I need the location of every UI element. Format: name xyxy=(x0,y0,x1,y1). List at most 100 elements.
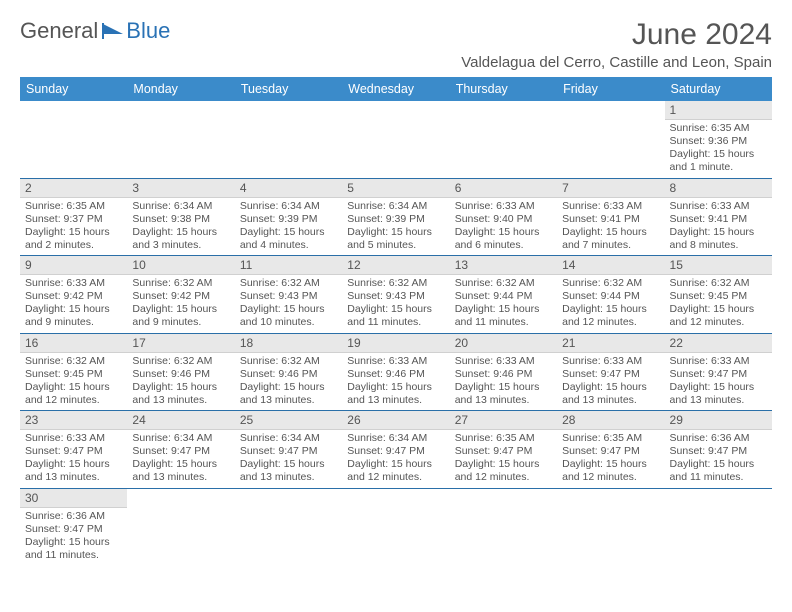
day-number: 16 xyxy=(20,334,127,353)
calendar-cell: 13Sunrise: 6:32 AMSunset: 9:44 PMDayligh… xyxy=(450,256,557,334)
day-number: 6 xyxy=(450,179,557,198)
day-info: Sunrise: 6:32 AMSunset: 9:42 PMDaylight:… xyxy=(127,275,234,333)
calendar-cell-empty xyxy=(127,488,234,565)
month-title: June 2024 xyxy=(461,18,772,52)
day-number: 4 xyxy=(235,179,342,198)
calendar-cell: 1Sunrise: 6:35 AMSunset: 9:36 PMDaylight… xyxy=(665,101,772,178)
day-info: Sunrise: 6:33 AMSunset: 9:47 PMDaylight:… xyxy=(557,353,664,411)
calendar-cell-empty xyxy=(342,488,449,565)
day-info: Sunrise: 6:35 AMSunset: 9:47 PMDaylight:… xyxy=(557,430,664,488)
day-info: Sunrise: 6:33 AMSunset: 9:40 PMDaylight:… xyxy=(450,198,557,256)
calendar-row: 30Sunrise: 6:36 AMSunset: 9:47 PMDayligh… xyxy=(20,488,772,565)
calendar-cell-empty xyxy=(557,101,664,178)
calendar-cell: 26Sunrise: 6:34 AMSunset: 9:47 PMDayligh… xyxy=(342,411,449,489)
calendar-cell: 4Sunrise: 6:34 AMSunset: 9:39 PMDaylight… xyxy=(235,178,342,256)
calendar-cell: 29Sunrise: 6:36 AMSunset: 9:47 PMDayligh… xyxy=(665,411,772,489)
day-number: 10 xyxy=(127,256,234,275)
calendar-cell-empty xyxy=(20,101,127,178)
day-number: 12 xyxy=(342,256,449,275)
logo-text-blue: Blue xyxy=(126,18,170,44)
calendar-cell: 3Sunrise: 6:34 AMSunset: 9:38 PMDaylight… xyxy=(127,178,234,256)
calendar-cell: 16Sunrise: 6:32 AMSunset: 9:45 PMDayligh… xyxy=(20,333,127,411)
day-info: Sunrise: 6:32 AMSunset: 9:45 PMDaylight:… xyxy=(665,275,772,333)
calendar-cell: 20Sunrise: 6:33 AMSunset: 9:46 PMDayligh… xyxy=(450,333,557,411)
calendar-cell: 25Sunrise: 6:34 AMSunset: 9:47 PMDayligh… xyxy=(235,411,342,489)
calendar-cell: 23Sunrise: 6:33 AMSunset: 9:47 PMDayligh… xyxy=(20,411,127,489)
day-number: 14 xyxy=(557,256,664,275)
calendar-cell: 18Sunrise: 6:32 AMSunset: 9:46 PMDayligh… xyxy=(235,333,342,411)
day-info: Sunrise: 6:34 AMSunset: 9:47 PMDaylight:… xyxy=(127,430,234,488)
calendar-cell: 12Sunrise: 6:32 AMSunset: 9:43 PMDayligh… xyxy=(342,256,449,334)
calendar-row: 2Sunrise: 6:35 AMSunset: 9:37 PMDaylight… xyxy=(20,178,772,256)
calendar-cell: 5Sunrise: 6:34 AMSunset: 9:39 PMDaylight… xyxy=(342,178,449,256)
day-info: Sunrise: 6:33 AMSunset: 9:46 PMDaylight:… xyxy=(342,353,449,411)
day-info: Sunrise: 6:34 AMSunset: 9:38 PMDaylight:… xyxy=(127,198,234,256)
day-info: Sunrise: 6:33 AMSunset: 9:41 PMDaylight:… xyxy=(665,198,772,256)
day-info: Sunrise: 6:32 AMSunset: 9:44 PMDaylight:… xyxy=(557,275,664,333)
weekday-header: Wednesday xyxy=(342,77,449,101)
day-info: Sunrise: 6:35 AMSunset: 9:36 PMDaylight:… xyxy=(665,120,772,178)
day-info: Sunrise: 6:34 AMSunset: 9:39 PMDaylight:… xyxy=(342,198,449,256)
day-number: 19 xyxy=(342,334,449,353)
day-number: 13 xyxy=(450,256,557,275)
calendar-cell-empty xyxy=(127,101,234,178)
day-number: 30 xyxy=(20,489,127,508)
day-info: Sunrise: 6:33 AMSunset: 9:47 PMDaylight:… xyxy=(665,353,772,411)
day-info: Sunrise: 6:32 AMSunset: 9:46 PMDaylight:… xyxy=(127,353,234,411)
calendar-cell-empty xyxy=(450,101,557,178)
calendar-row: 9Sunrise: 6:33 AMSunset: 9:42 PMDaylight… xyxy=(20,256,772,334)
day-number: 26 xyxy=(342,411,449,430)
day-info: Sunrise: 6:34 AMSunset: 9:39 PMDaylight:… xyxy=(235,198,342,256)
calendar-cell: 28Sunrise: 6:35 AMSunset: 9:47 PMDayligh… xyxy=(557,411,664,489)
calendar-cell: 21Sunrise: 6:33 AMSunset: 9:47 PMDayligh… xyxy=(557,333,664,411)
logo-text-general: General xyxy=(20,18,98,44)
calendar-row: 1Sunrise: 6:35 AMSunset: 9:36 PMDaylight… xyxy=(20,101,772,178)
day-info: Sunrise: 6:35 AMSunset: 9:37 PMDaylight:… xyxy=(20,198,127,256)
calendar-cell-empty xyxy=(665,488,772,565)
calendar-cell: 24Sunrise: 6:34 AMSunset: 9:47 PMDayligh… xyxy=(127,411,234,489)
day-number: 20 xyxy=(450,334,557,353)
day-number: 21 xyxy=(557,334,664,353)
logo-flag-icon xyxy=(101,22,125,40)
calendar-cell: 10Sunrise: 6:32 AMSunset: 9:42 PMDayligh… xyxy=(127,256,234,334)
day-info: Sunrise: 6:33 AMSunset: 9:41 PMDaylight:… xyxy=(557,198,664,256)
calendar-cell: 9Sunrise: 6:33 AMSunset: 9:42 PMDaylight… xyxy=(20,256,127,334)
day-info: Sunrise: 6:33 AMSunset: 9:42 PMDaylight:… xyxy=(20,275,127,333)
weekday-header: Tuesday xyxy=(235,77,342,101)
day-info: Sunrise: 6:32 AMSunset: 9:44 PMDaylight:… xyxy=(450,275,557,333)
calendar-cell: 17Sunrise: 6:32 AMSunset: 9:46 PMDayligh… xyxy=(127,333,234,411)
day-info: Sunrise: 6:34 AMSunset: 9:47 PMDaylight:… xyxy=(235,430,342,488)
day-info: Sunrise: 6:32 AMSunset: 9:43 PMDaylight:… xyxy=(342,275,449,333)
calendar-cell: 11Sunrise: 6:32 AMSunset: 9:43 PMDayligh… xyxy=(235,256,342,334)
calendar-head: SundayMondayTuesdayWednesdayThursdayFrid… xyxy=(20,77,772,101)
day-number: 24 xyxy=(127,411,234,430)
day-number: 17 xyxy=(127,334,234,353)
day-number: 2 xyxy=(20,179,127,198)
calendar-cell: 6Sunrise: 6:33 AMSunset: 9:40 PMDaylight… xyxy=(450,178,557,256)
day-number: 27 xyxy=(450,411,557,430)
calendar-cell-empty xyxy=(450,488,557,565)
calendar-cell-empty xyxy=(557,488,664,565)
day-number: 18 xyxy=(235,334,342,353)
calendar-cell: 8Sunrise: 6:33 AMSunset: 9:41 PMDaylight… xyxy=(665,178,772,256)
day-number: 8 xyxy=(665,179,772,198)
calendar-cell: 27Sunrise: 6:35 AMSunset: 9:47 PMDayligh… xyxy=(450,411,557,489)
calendar-cell: 14Sunrise: 6:32 AMSunset: 9:44 PMDayligh… xyxy=(557,256,664,334)
day-info: Sunrise: 6:36 AMSunset: 9:47 PMDaylight:… xyxy=(20,508,127,566)
day-info: Sunrise: 6:32 AMSunset: 9:45 PMDaylight:… xyxy=(20,353,127,411)
day-info: Sunrise: 6:32 AMSunset: 9:43 PMDaylight:… xyxy=(235,275,342,333)
calendar-cell: 19Sunrise: 6:33 AMSunset: 9:46 PMDayligh… xyxy=(342,333,449,411)
calendar-cell-empty xyxy=(342,101,449,178)
day-number: 15 xyxy=(665,256,772,275)
day-number: 22 xyxy=(665,334,772,353)
day-info: Sunrise: 6:34 AMSunset: 9:47 PMDaylight:… xyxy=(342,430,449,488)
calendar-row: 23Sunrise: 6:33 AMSunset: 9:47 PMDayligh… xyxy=(20,411,772,489)
location: Valdelagua del Cerro, Castille and Leon,… xyxy=(461,54,772,71)
weekday-header: Thursday xyxy=(450,77,557,101)
day-number: 29 xyxy=(665,411,772,430)
day-info: Sunrise: 6:32 AMSunset: 9:46 PMDaylight:… xyxy=(235,353,342,411)
calendar-row: 16Sunrise: 6:32 AMSunset: 9:45 PMDayligh… xyxy=(20,333,772,411)
day-number: 1 xyxy=(665,101,772,120)
day-info: Sunrise: 6:33 AMSunset: 9:47 PMDaylight:… xyxy=(20,430,127,488)
day-number: 3 xyxy=(127,179,234,198)
